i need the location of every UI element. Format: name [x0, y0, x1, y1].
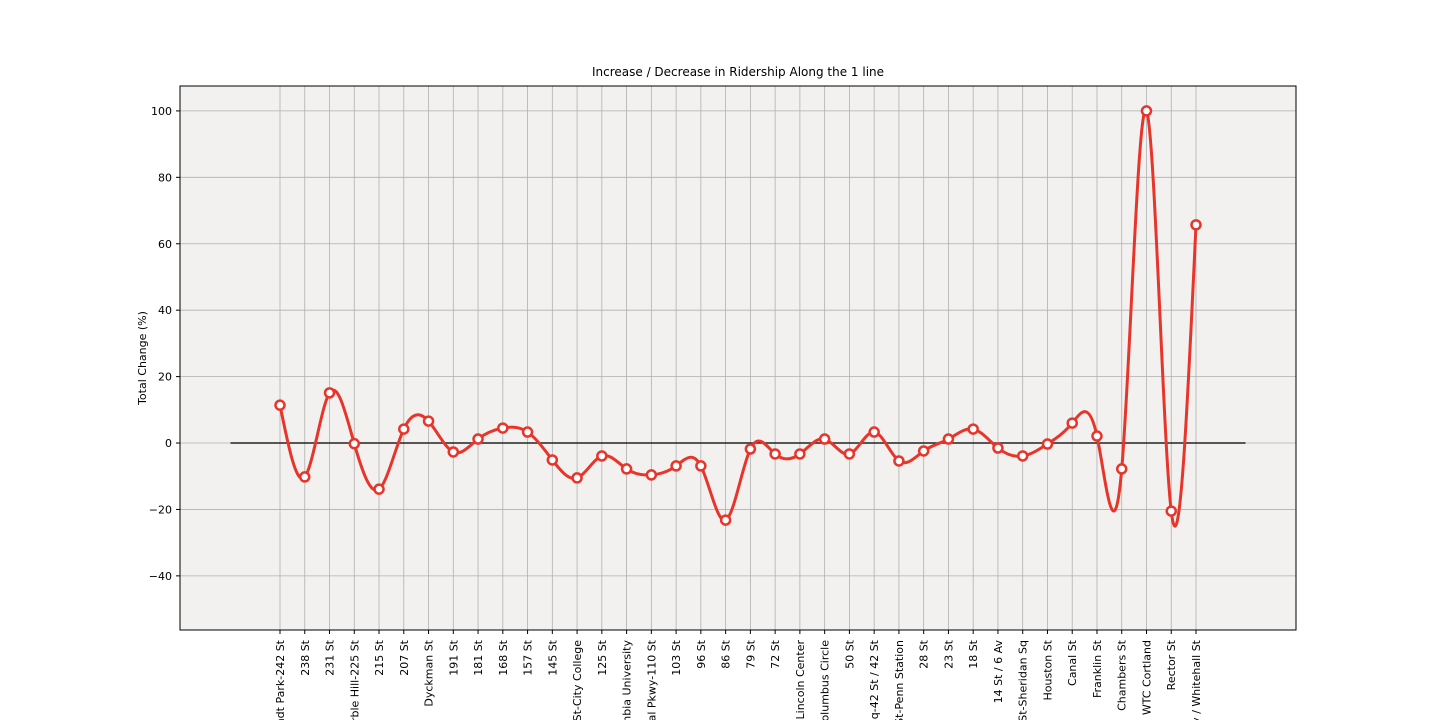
marker: [274, 399, 286, 411]
x-tick-label: 28 St: [918, 639, 931, 668]
marker: [695, 460, 707, 472]
y-tick-label: 20: [158, 371, 172, 384]
x-tick-label: 207 St: [398, 639, 411, 675]
marker: [1091, 430, 1103, 442]
x-tick-label: 238 St: [299, 639, 312, 675]
x-tick-label: 191 St: [447, 639, 460, 675]
chart-title: Increase / Decrease in Ridership Along t…: [592, 65, 884, 79]
x-tick-label: 79 St: [744, 639, 757, 668]
marker: [1016, 450, 1029, 462]
x-tick-label: 168 St: [497, 639, 510, 675]
marker: [868, 426, 880, 438]
marker: [942, 433, 955, 445]
marker: [571, 472, 583, 484]
marker: [373, 483, 385, 495]
marker: [818, 433, 831, 445]
y-tick-label: 80: [158, 171, 172, 184]
x-tick-label: Houston St: [1041, 639, 1054, 700]
marker: [917, 445, 930, 457]
y-tick-label: −20: [149, 503, 172, 516]
marker: [645, 469, 658, 481]
marker: [596, 450, 608, 462]
marker: [769, 448, 781, 460]
marker: [1115, 463, 1128, 475]
marker: [299, 471, 311, 483]
line: [278, 109, 1198, 528]
marker: [744, 443, 757, 455]
marks: [230, 105, 1246, 528]
x-tick-label: 231 St: [324, 639, 337, 675]
x-tick-label: 181 St: [472, 639, 485, 675]
marker: [893, 455, 905, 467]
x-tick-label: Rector St: [1165, 639, 1178, 690]
x-tick-label: 137 St-City College: [571, 640, 584, 720]
x-tick-label: 125 St: [596, 639, 609, 675]
x-tick-label: Canal St: [1066, 639, 1079, 686]
marker: [422, 415, 435, 427]
marker: [719, 514, 732, 526]
y-tick-label: 40: [158, 304, 172, 317]
marker: [447, 446, 460, 458]
marker: [992, 442, 1004, 454]
marker: [794, 448, 806, 460]
x-tick-label: Cathedral Pkwy-110 St: [645, 639, 658, 720]
x-tick-label: Van Cortlandt Park-242 St: [274, 639, 287, 720]
y-tick-label: 100: [151, 105, 172, 118]
x-tick-label: 86 St: [720, 639, 733, 668]
y-axis-label: Total Change (%): [136, 311, 149, 406]
x-tick-label: 157 St: [522, 639, 535, 675]
x-tick-label: 34 St-Penn Station: [893, 640, 906, 720]
y-tick-label: −40: [149, 570, 172, 583]
y-tick-label: 60: [158, 238, 172, 251]
x-tick-label: 59 St-Columbus Circle: [819, 640, 832, 720]
marker: [620, 463, 633, 475]
marker: [472, 433, 484, 445]
x-tick-label: 103 St: [670, 639, 683, 675]
x-tick-label: 72 St: [769, 639, 782, 668]
x-tick-label: Dyckman St: [423, 639, 436, 706]
x-tick-label: 215 St: [373, 639, 386, 675]
x-tick-label: Franklin St: [1091, 639, 1104, 698]
marker: [967, 423, 979, 435]
marker: [497, 422, 509, 434]
x-tick-label: Times Sq-42 St / 42 St: [868, 639, 881, 720]
x-tick-label: Christopher St-Sheridan Sq: [1017, 640, 1030, 720]
x-tick-label: 145 St: [546, 639, 559, 675]
x-tick-label: 66 St-Lincoln Center: [794, 640, 807, 720]
x-tick-label: Chambers St: [1116, 639, 1129, 711]
marker: [546, 454, 559, 466]
marker: [348, 437, 361, 450]
plot-frame: [179, 85, 1297, 631]
marker: [1066, 417, 1078, 429]
marker: [1140, 105, 1153, 117]
marker: [1190, 219, 1202, 231]
marker: [670, 460, 682, 472]
y-tick-label: 0: [165, 437, 172, 450]
x-tick-label: 50 St: [843, 639, 856, 668]
x-tick-label: Marble Hill-225 St: [348, 639, 361, 720]
x-tick-label: 116 St-Columbia University: [621, 640, 634, 720]
x-tick-label: 96 St: [695, 639, 708, 668]
x-tick-label: 23 St: [942, 639, 955, 668]
marker: [521, 426, 534, 438]
marker: [1165, 505, 1177, 517]
marker: [843, 448, 856, 460]
x-tick-label: WTC Cortland: [1140, 640, 1153, 715]
x-tick-label: 18 St: [967, 639, 980, 668]
marker: [1041, 438, 1054, 450]
x-tick-label: South Ferry / Whitehall St: [1190, 639, 1203, 720]
plot-area: [180, 86, 1296, 630]
marker: [323, 387, 336, 399]
marker: [398, 423, 410, 435]
x-tick-label: 14 St / 6 Av: [992, 640, 1005, 704]
